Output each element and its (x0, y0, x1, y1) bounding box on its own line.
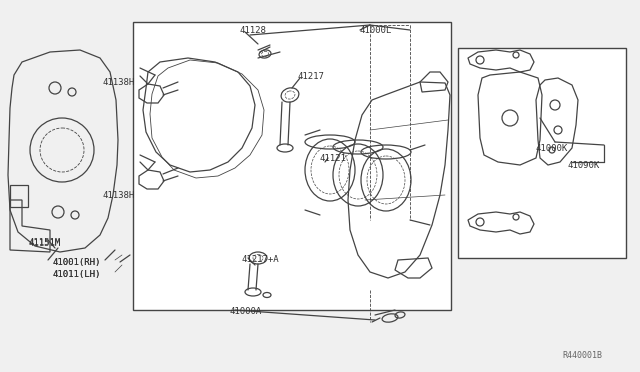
Bar (133, 22, 451, 310)
Text: 41151M: 41151M (28, 238, 60, 247)
Text: 41011(LH): 41011(LH) (52, 269, 100, 279)
Text: 41151M: 41151M (28, 237, 60, 247)
Bar (10, 185, 28, 207)
Text: 41001(RH): 41001(RH) (52, 257, 100, 266)
Text: 41000K: 41000K (536, 144, 568, 153)
Text: 41000L: 41000L (360, 26, 392, 35)
Text: 41000A: 41000A (230, 308, 262, 317)
Text: 41128: 41128 (240, 26, 267, 35)
Text: 41138H: 41138H (103, 77, 135, 87)
Text: R440001B: R440001B (562, 350, 602, 359)
Text: 41217: 41217 (298, 71, 325, 80)
Bar (458, 48, 626, 258)
Text: 41121: 41121 (320, 154, 347, 163)
Text: 41217+A: 41217+A (242, 256, 280, 264)
Text: 41011(LH): 41011(LH) (52, 269, 100, 279)
Text: 41138H: 41138H (103, 190, 135, 199)
Text: 41090K: 41090K (568, 160, 600, 170)
Text: 41001(RH): 41001(RH) (52, 257, 100, 266)
